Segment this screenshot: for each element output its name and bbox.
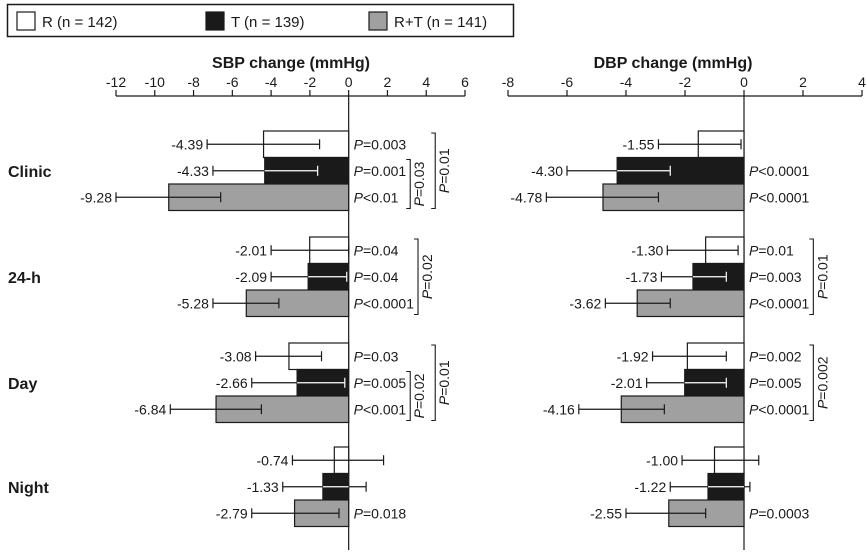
significance-bracket	[809, 344, 814, 422]
p-value: P=0.005	[749, 375, 802, 391]
group-24h: -2.01 P=0.04 -2.09 P=0.04 -5.28 P<0.0001P=0.0…	[177, 236, 435, 318]
x-tick-label: 0	[345, 74, 353, 90]
x-tick-label: 2	[799, 74, 807, 90]
x-tick-label: -2	[304, 74, 317, 90]
data-label: -2.66	[216, 375, 248, 391]
group-24h: -1.30 P=0.01-1.73 P=0.003-3.62 P<0.0001P=0.…	[569, 236, 830, 318]
p-value: P<0.0001	[354, 295, 415, 311]
data-label: -3.08	[220, 348, 252, 364]
p-value: P=0.003	[749, 269, 802, 285]
bracket-p-value: P=0.03	[411, 161, 427, 206]
group-night: -0.74 -1.33 -2.79 P=0.018	[216, 446, 407, 528]
p-value: P=0.03	[354, 348, 399, 364]
group-clinic: -4.39 P=0.003 -4.33 P=0.001 -9.28 P<0.01 P=0.0…	[80, 130, 452, 212]
x-tick-label: -4	[620, 74, 633, 90]
x-tick-label: -8	[187, 74, 200, 90]
group-day: -1.92 P=0.002-2.01 P=0.005-4.16 P<0.0001 P=0…	[543, 342, 830, 424]
p-value: P<0.0001	[749, 163, 810, 179]
x-tick-label: 4	[422, 74, 430, 90]
data-label: -3.62	[569, 295, 601, 311]
bracket-p-value: P=0.02	[411, 373, 427, 418]
legend: R (n = 142) T (n = 139) R+T (n = 141)	[6, 3, 515, 38]
data-label: -4.78	[510, 189, 542, 205]
p-value: P=0.002	[749, 348, 802, 364]
data-label: -2.09	[235, 269, 267, 285]
data-label: -4.30	[531, 163, 563, 179]
sbp-panel: SBP change (mmHg) -12 -10 -8 -6 -4 -2 0 2 4 6 -4.39…	[80, 55, 469, 550]
data-label: -2.01	[235, 242, 267, 258]
p-value: P<0.0001	[749, 401, 810, 417]
category-label-clinic: Clinic	[8, 164, 52, 181]
p-value: P=0.018	[354, 505, 407, 521]
x-tick-label: -2	[679, 74, 692, 90]
legend-swatch-rt	[368, 11, 388, 31]
significance-bracket	[414, 238, 419, 316]
x-tick-label: 0	[740, 74, 748, 90]
p-value: P<0.01	[354, 189, 399, 205]
legend-box	[6, 3, 515, 38]
category-label-night: Night	[8, 480, 50, 497]
significance-bracket	[431, 132, 436, 210]
data-label: -1.22	[634, 479, 666, 495]
x-tick-label: -4	[265, 74, 278, 90]
x-tick-label: -6	[226, 74, 239, 90]
bracket-p-value: P=0.01	[814, 254, 830, 299]
p-value: P<0.0001	[749, 189, 810, 205]
p-value: P<0.001	[354, 401, 407, 417]
data-label: -0.74	[257, 452, 289, 468]
group-clinic: -1.55 -4.30 P<0.0001 -4.78 P<0.0001	[510, 130, 810, 212]
legend-label-r: R (n = 142)	[42, 14, 117, 31]
x-tick-label: 2	[384, 74, 392, 90]
data-label: -4.33	[177, 163, 209, 179]
p-value: P=0.005	[354, 375, 407, 391]
bracket-p-value: P=0.01	[436, 360, 452, 405]
bracket-p-value: P=0.02	[419, 254, 435, 299]
p-value: P<0.0001	[749, 295, 810, 311]
data-label: -4.16	[543, 401, 575, 417]
x-tick-label: -6	[561, 74, 574, 90]
p-value: P=0.001	[354, 163, 407, 179]
p-value: P=0.0003	[749, 505, 810, 521]
p-value: P=0.01	[749, 242, 794, 258]
p-value: P=0.003	[354, 136, 407, 152]
data-label: -1.30	[631, 242, 663, 258]
data-label: -1.55	[623, 136, 655, 152]
panel-title: SBP change (mmHg)	[212, 55, 370, 72]
dbp-panel: DBP change (mmHg) -8 -6 -4 -2 0 2 4 -1.55 -4.30 P<…	[502, 55, 866, 550]
x-tick-label: -12	[106, 74, 126, 90]
x-tick-label: -10	[145, 74, 165, 90]
bracket-p-value: P=0.01	[436, 148, 452, 193]
significance-bracket	[406, 370, 411, 422]
data-label: -1.00	[646, 452, 678, 468]
data-label: -1.73	[625, 269, 657, 285]
group-day: -3.08 P=0.03-2.66 P=0.005-6.84 P<0.001 P=0.0…	[134, 342, 452, 424]
legend-label-rt: R+T (n = 141)	[394, 14, 487, 31]
significance-bracket	[406, 158, 411, 210]
legend-label-t: T (n = 139)	[231, 14, 305, 31]
category-label-24h: 24-h	[8, 270, 41, 287]
panel-title: DBP change (mmHg)	[594, 55, 753, 72]
category-label-day: Day	[8, 376, 37, 393]
legend-swatch-t	[205, 11, 225, 31]
p-value: P=0.04	[354, 242, 399, 258]
x-tick-label: -8	[502, 74, 515, 90]
data-label: -9.28	[80, 189, 112, 205]
data-label: -6.84	[134, 401, 166, 417]
data-label: -2.55	[590, 505, 622, 521]
legend-swatch-r	[16, 11, 36, 31]
group-night: -1.00 -1.22 -2.55 P=0.0003	[590, 446, 810, 528]
significance-bracket	[809, 238, 814, 316]
p-value: P=0.04	[354, 269, 399, 285]
significance-bracket	[431, 344, 436, 422]
data-label: -1.33	[247, 479, 279, 495]
x-tick-label: 6	[461, 74, 469, 90]
data-label: -1.92	[617, 348, 649, 364]
bracket-p-value: P=0.002	[814, 356, 830, 409]
data-label: -4.39	[171, 136, 203, 152]
data-label: -2.79	[216, 505, 248, 521]
data-label: -2.01	[611, 375, 643, 391]
x-tick-label: 4	[858, 74, 866, 90]
data-label: -5.28	[177, 295, 209, 311]
